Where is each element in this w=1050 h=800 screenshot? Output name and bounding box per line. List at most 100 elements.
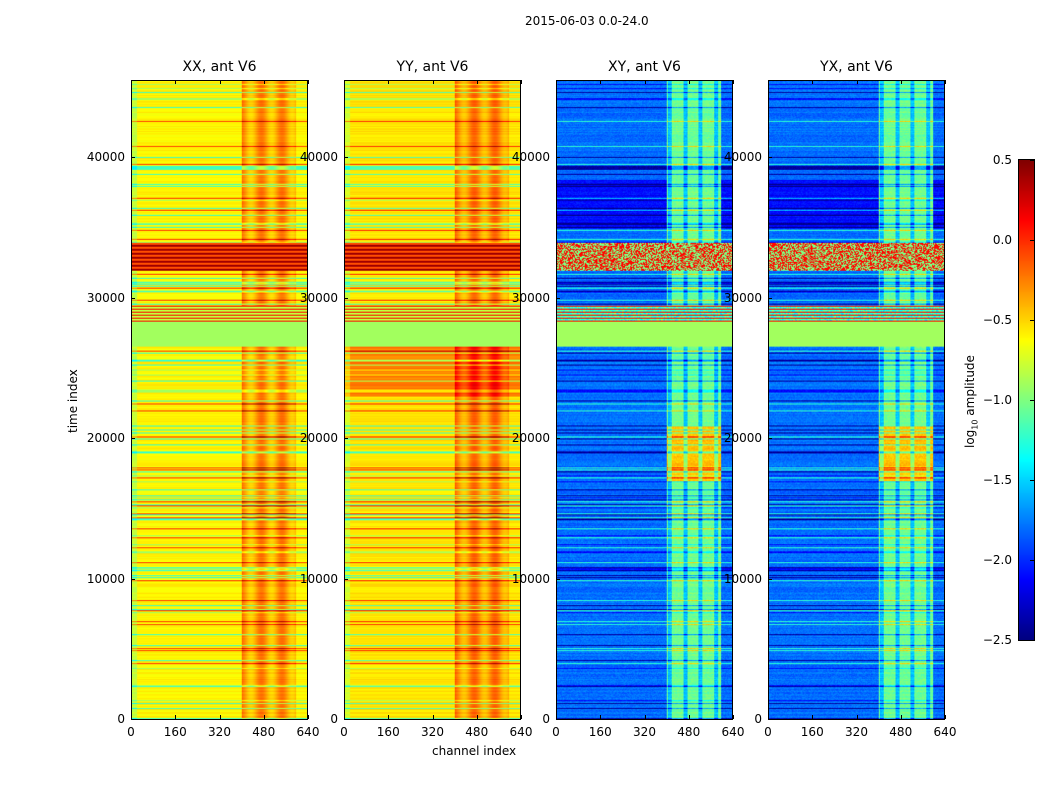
colorbar-tick-label: −0.5 xyxy=(982,313,1012,327)
y-tick xyxy=(344,719,348,720)
x-tick xyxy=(476,715,478,719)
x-tick-top xyxy=(556,80,557,84)
colorbar-tick-label: −2.0 xyxy=(982,553,1012,567)
colorbar-tick-label: −2.5 xyxy=(982,633,1012,647)
x-tick-label: 640 xyxy=(509,725,533,739)
colorbar-tick xyxy=(1030,160,1034,161)
x-tick-label: 640 xyxy=(296,725,320,739)
y-tick-label: 10000 xyxy=(511,571,550,586)
x-tick xyxy=(131,715,132,719)
x-tick-top xyxy=(476,80,478,84)
y-tick xyxy=(344,157,348,159)
heatmap-canvas xyxy=(769,81,944,719)
x-tick-label: 320 xyxy=(421,725,444,739)
colorbar-tick-label: −1.5 xyxy=(982,473,1012,487)
x-tick-top xyxy=(219,80,221,84)
y-tick-label: 10000 xyxy=(86,571,125,586)
panel-title: YY, ant V6 xyxy=(396,59,469,75)
x-tick-label: 160 xyxy=(588,725,612,739)
y-tick xyxy=(768,578,772,580)
colorbar-tick xyxy=(1030,240,1034,241)
x-tick-label: 480 xyxy=(465,725,489,739)
y-tick xyxy=(131,438,135,440)
x-tick-label: 480 xyxy=(252,725,276,739)
x-tick-top xyxy=(644,80,646,84)
y-tick-label: 10000 xyxy=(299,571,338,586)
x-tick-label: 160 xyxy=(163,725,187,739)
y-tick xyxy=(768,297,772,299)
heatmap-panel-2 xyxy=(344,80,521,720)
heatmap-canvas xyxy=(132,81,307,719)
y-tick xyxy=(344,578,348,580)
x-tick-label: 320 xyxy=(633,725,656,739)
y-tick-label: 10000 xyxy=(723,571,762,586)
y-tick-label: 30000 xyxy=(511,290,550,305)
x-tick xyxy=(688,715,690,719)
y-tick xyxy=(768,438,772,440)
x-tick-label: 640 xyxy=(933,725,957,739)
x-tick-top xyxy=(733,80,734,84)
x-tick xyxy=(521,715,522,719)
x-tick xyxy=(175,715,177,719)
x-tick-top xyxy=(900,80,902,84)
y-tick xyxy=(556,157,560,159)
x-tick xyxy=(344,715,345,719)
y-tick-label: 20000 xyxy=(86,431,125,446)
x-tick-label: 480 xyxy=(677,725,701,739)
x-tick xyxy=(308,715,309,719)
x-tick-top xyxy=(308,80,309,84)
colorbar-tick xyxy=(1030,560,1034,561)
colorbar-tick-label: 0.5 xyxy=(992,153,1012,167)
y-tick xyxy=(556,578,560,580)
y-tick-label: 0 xyxy=(542,712,550,726)
x-tick-top xyxy=(432,80,434,84)
y-tick xyxy=(344,438,348,440)
y-tick-label: 30000 xyxy=(723,290,762,305)
x-axis-label: channel index xyxy=(432,744,517,758)
y-tick-label: 40000 xyxy=(86,150,125,165)
heatmap-canvas xyxy=(557,81,732,719)
x-tick-top xyxy=(521,80,522,84)
x-tick xyxy=(600,715,602,719)
y-tick-label: 20000 xyxy=(299,431,338,446)
y-tick-label: 0 xyxy=(754,712,762,726)
x-tick-label: 320 xyxy=(845,725,868,739)
x-tick-label: 0 xyxy=(340,725,348,739)
x-tick-top xyxy=(175,80,177,84)
heatmap-panel-1 xyxy=(131,80,308,720)
colorbar-label: log10 amplitude xyxy=(963,355,980,448)
colorbar-tick xyxy=(1030,320,1034,321)
x-tick-label: 160 xyxy=(376,725,400,739)
y-tick xyxy=(556,719,560,720)
heatmap-panel-3 xyxy=(556,80,733,720)
heatmap-canvas xyxy=(345,81,520,719)
y-tick-label: 30000 xyxy=(86,290,125,305)
y-tick xyxy=(768,719,772,720)
x-tick-top xyxy=(344,80,345,84)
x-tick-top xyxy=(945,80,946,84)
x-tick-label: 0 xyxy=(764,725,772,739)
panel-title: XY, ant V6 xyxy=(608,59,681,75)
y-tick-label: 30000 xyxy=(299,290,338,305)
x-tick xyxy=(432,715,434,719)
colorbar-tick xyxy=(1030,640,1034,641)
x-tick-top xyxy=(856,80,858,84)
colorbar-tick xyxy=(1030,480,1034,481)
y-tick xyxy=(556,297,560,299)
x-tick xyxy=(768,715,769,719)
y-tick-label: 20000 xyxy=(723,431,762,446)
figure-title: 2015-06-03 0.0-24.0 xyxy=(525,14,649,28)
panel-title: XX, ant V6 xyxy=(182,59,257,75)
y-axis-label: time index xyxy=(66,369,80,433)
x-tick-label: 320 xyxy=(208,725,231,739)
y-tick-label: 20000 xyxy=(511,431,550,446)
x-tick-top xyxy=(131,80,132,84)
x-tick-top xyxy=(263,80,265,84)
x-tick-top xyxy=(812,80,814,84)
colorbar-tick-label: −1.0 xyxy=(982,393,1012,407)
y-tick xyxy=(131,578,135,580)
y-tick xyxy=(131,157,135,159)
y-tick-label: 0 xyxy=(330,712,338,726)
y-tick xyxy=(556,438,560,440)
